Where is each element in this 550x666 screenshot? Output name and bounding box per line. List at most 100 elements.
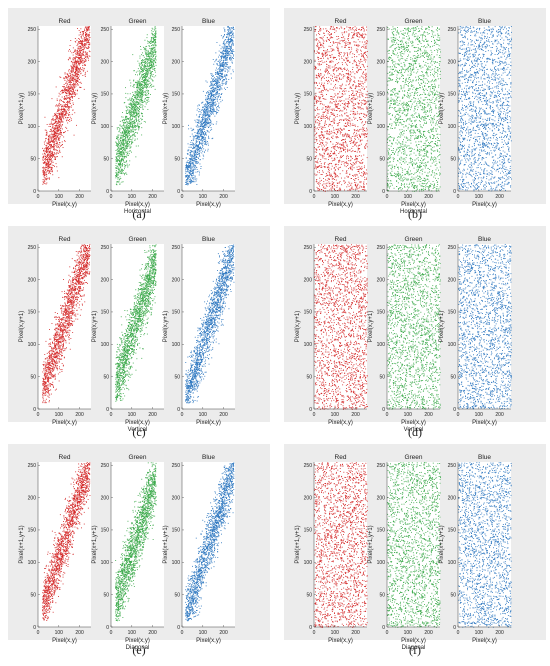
scatter-point bbox=[194, 154, 195, 156]
scatter-point bbox=[119, 125, 121, 126]
scatter-point bbox=[133, 99, 135, 101]
scatter-point bbox=[45, 163, 47, 165]
scatter-point bbox=[65, 113, 67, 115]
scatter-point bbox=[195, 163, 197, 165]
scatter-point bbox=[201, 141, 203, 143]
scatter-point bbox=[189, 176, 190, 178]
scatter-point bbox=[201, 137, 203, 139]
scatter-point bbox=[155, 39, 157, 40]
scatter-point bbox=[204, 121, 205, 123]
scatter-point bbox=[206, 92, 208, 94]
scatter-point bbox=[75, 94, 76, 96]
scatter-point bbox=[63, 86, 64, 88]
scatter-point bbox=[210, 96, 211, 98]
y-tick-label: 150 bbox=[172, 92, 181, 98]
scatter-point bbox=[127, 146, 128, 147]
scatter-point bbox=[119, 166, 121, 168]
scatter-point bbox=[221, 70, 223, 72]
scatter-point bbox=[215, 103, 217, 105]
scatter-point bbox=[132, 121, 134, 123]
scatter-point bbox=[147, 59, 149, 61]
scatter-point bbox=[126, 107, 128, 109]
scatter-point bbox=[127, 136, 129, 138]
scatter-point bbox=[67, 122, 69, 124]
scatter-point bbox=[124, 156, 126, 158]
scatter-point bbox=[131, 130, 133, 132]
scatter-point bbox=[59, 112, 61, 114]
scatter-point bbox=[202, 137, 204, 139]
scatter-point bbox=[212, 113, 214, 115]
scatter-point bbox=[62, 128, 63, 130]
scatter-point bbox=[215, 111, 217, 113]
scatter-point bbox=[74, 57, 75, 59]
scatter-point bbox=[64, 96, 65, 97]
scatter-point bbox=[216, 107, 217, 109]
scatter-point bbox=[131, 97, 133, 99]
scatter-point bbox=[55, 138, 57, 139]
scatter-point bbox=[146, 53, 147, 55]
scatter-point bbox=[215, 123, 217, 125]
scatter-point bbox=[42, 173, 44, 175]
scatter-point bbox=[140, 92, 142, 94]
scatter-point bbox=[187, 166, 189, 167]
scatter-point bbox=[83, 47, 85, 49]
scatter-point bbox=[71, 69, 72, 71]
scatter-point bbox=[67, 83, 69, 85]
scatter-point bbox=[210, 91, 212, 93]
scatter-point bbox=[71, 105, 73, 107]
scatter-point bbox=[221, 74, 223, 76]
scatter-point bbox=[88, 35, 90, 37]
scatter-point bbox=[129, 125, 131, 127]
scatter-point bbox=[196, 122, 198, 124]
scatter-point bbox=[221, 72, 223, 74]
scatter-point bbox=[230, 59, 231, 61]
scatter-point bbox=[205, 139, 206, 141]
scatter-point bbox=[126, 146, 128, 148]
scatter-point bbox=[49, 148, 51, 149]
scatter-point bbox=[211, 84, 212, 86]
scatter-point bbox=[75, 70, 77, 72]
scatter-point bbox=[44, 129, 46, 131]
scatter-point bbox=[187, 182, 189, 184]
scatter-point bbox=[85, 54, 87, 56]
scatter-point bbox=[141, 101, 143, 103]
scatter-point bbox=[87, 28, 89, 30]
scatter-point bbox=[142, 70, 144, 71]
scatter-point bbox=[144, 86, 145, 88]
scatter-point bbox=[218, 110, 220, 112]
scatter-point bbox=[51, 171, 53, 173]
scatter-point bbox=[117, 147, 119, 149]
scatter-point bbox=[217, 82, 219, 84]
scatter-point bbox=[203, 109, 205, 111]
scatter-point bbox=[42, 171, 44, 172]
scatter-point bbox=[139, 88, 140, 90]
scatter-point bbox=[201, 119, 203, 121]
scatter-point bbox=[134, 115, 136, 117]
scatter-point bbox=[50, 167, 52, 169]
scatter-point bbox=[83, 55, 85, 56]
scatter-point bbox=[128, 153, 130, 155]
scatter-point bbox=[201, 148, 203, 150]
scatter-point bbox=[205, 115, 207, 117]
scatter-point bbox=[224, 55, 226, 57]
scatter-point bbox=[189, 136, 191, 138]
scatter-point bbox=[193, 138, 195, 140]
scatter-point bbox=[45, 147, 47, 148]
scatter-point bbox=[224, 76, 226, 78]
scatter-point bbox=[49, 155, 51, 157]
scatter-point bbox=[64, 140, 66, 142]
scatter-point bbox=[134, 111, 136, 113]
scatter-point bbox=[191, 173, 193, 175]
scatter-point bbox=[191, 158, 193, 160]
scatter-point bbox=[212, 86, 214, 88]
scatter-point bbox=[220, 66, 221, 68]
scatter-point bbox=[59, 125, 61, 127]
scatter-point bbox=[51, 151, 53, 152]
scatter-point bbox=[135, 95, 137, 97]
scatter-point bbox=[133, 107, 134, 109]
scatter-point bbox=[56, 104, 58, 106]
scatter-point bbox=[68, 97, 70, 99]
scatter-point bbox=[135, 129, 136, 131]
scatter-point bbox=[208, 114, 210, 115]
scatter-point bbox=[209, 118, 210, 120]
